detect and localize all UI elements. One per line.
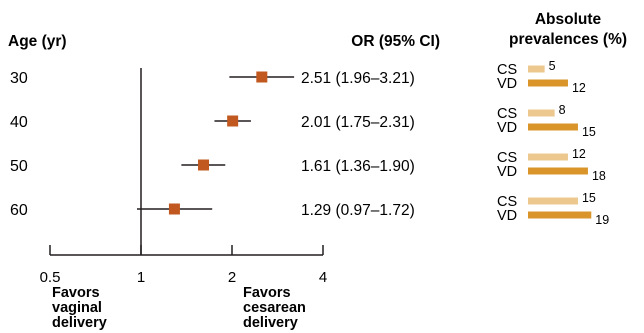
vd-label: VD — [497, 76, 517, 92]
or-ci-label: 2.01 (1.75–2.31) — [301, 114, 415, 131]
or-ci-label: 1.61 (1.36–1.90) — [301, 158, 415, 175]
or-marker — [256, 71, 268, 83]
vd-value: 19 — [595, 213, 609, 227]
vd-value: 15 — [582, 125, 596, 139]
or-ci-label: 1.29 (0.97–1.72) — [301, 202, 415, 219]
x-tick-label: 0.5 — [40, 269, 61, 286]
cs-bar — [528, 65, 545, 73]
or-ci-label: 2.51 (1.96–3.21) — [301, 70, 415, 87]
cs-bar — [528, 109, 555, 117]
prevalence-header-line: prevalences (%) — [509, 31, 627, 48]
favors-vaginal-label: Favors — [52, 285, 100, 301]
vd-label: VD — [497, 164, 517, 180]
cs-label: CS — [497, 62, 517, 78]
vd-label: VD — [497, 208, 517, 224]
age-header: Age (yr) — [8, 33, 67, 50]
cs-bar — [528, 197, 578, 205]
x-tick-label: 1 — [137, 269, 145, 286]
or-header: OR (95% CI) — [351, 33, 440, 50]
vd-label: VD — [497, 120, 517, 136]
favors-vaginal-label: delivery — [52, 315, 107, 331]
cs-value: 12 — [572, 147, 586, 161]
vd-bar — [528, 211, 592, 219]
age-label: 40 — [10, 114, 28, 131]
age-label: 50 — [10, 158, 28, 175]
vd-bar — [528, 167, 588, 175]
favors-cesarean-label: Favors — [243, 285, 291, 301]
or-marker — [198, 159, 210, 171]
favors-vaginal-label: vaginal — [52, 300, 102, 316]
or-marker — [227, 115, 239, 127]
favors-cesarean-label: delivery — [243, 315, 298, 331]
favors-cesarean-label: cesarean — [243, 300, 306, 316]
prevalence-header-line: Absolute — [535, 11, 602, 28]
vd-value: 12 — [572, 81, 586, 95]
x-tick-label: 2 — [228, 269, 236, 286]
cs-value: 15 — [582, 191, 596, 205]
x-tick-label: 4 — [319, 269, 327, 286]
cs-value: 5 — [549, 59, 556, 73]
cs-value: 8 — [559, 103, 566, 117]
vd-bar — [528, 79, 568, 87]
vd-bar — [528, 123, 578, 131]
cs-label: CS — [497, 194, 517, 210]
cs-label: CS — [497, 106, 517, 122]
cs-bar — [528, 153, 568, 161]
or-marker — [168, 203, 180, 215]
vd-value: 18 — [592, 169, 606, 183]
cs-label: CS — [497, 150, 517, 166]
age-label: 60 — [10, 202, 28, 219]
age-label: 30 — [10, 70, 28, 87]
